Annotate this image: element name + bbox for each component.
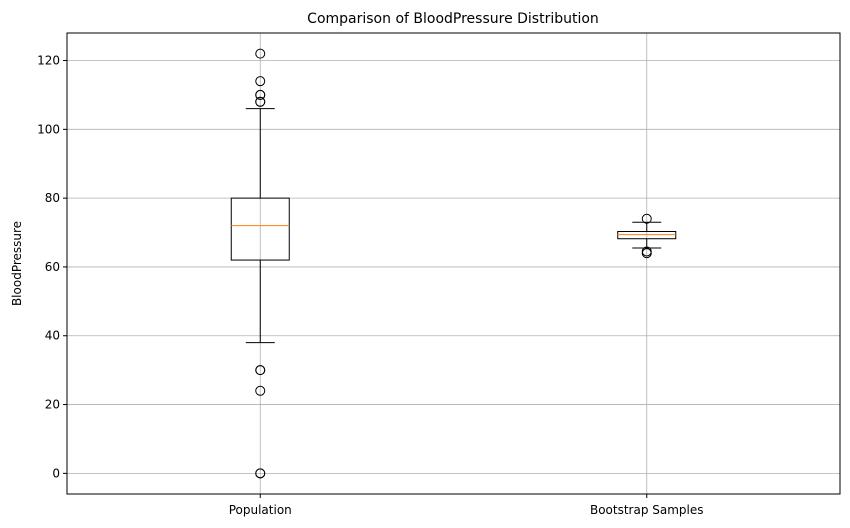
plot-frame (66, 32, 841, 495)
x-tick-label: Population (229, 503, 292, 517)
y-tick-label: 20 (45, 398, 60, 412)
outlier-point (641, 246, 652, 257)
x-tick-label: Bootstrap Samples (590, 503, 704, 517)
outlier-point (255, 468, 266, 479)
y-tick-label: 40 (45, 329, 60, 343)
outlier-point (255, 96, 266, 107)
y-tick-label: 60 (45, 260, 60, 274)
y-tick-label: 0 (52, 466, 60, 480)
box-population (230, 48, 290, 479)
box-iqr (617, 231, 677, 240)
x-axis: Population Bootstrap Samples (229, 494, 704, 517)
box-bootstrap-samples (617, 213, 677, 259)
boxes (230, 48, 677, 479)
outlier-point (255, 48, 266, 59)
y-tick-label: 100 (37, 122, 60, 136)
outlier-point (255, 365, 266, 376)
grid (67, 33, 840, 494)
chart-title: Comparison of BloodPressure Distribution (307, 11, 599, 27)
y-axis: 0 20 40 60 80 100 120 (37, 54, 67, 480)
outlier-point (255, 76, 266, 87)
y-axis-label: BloodPressure (10, 221, 24, 306)
y-tick-label: 120 (37, 54, 60, 68)
outlier-point (255, 89, 266, 100)
outlier-point (255, 385, 266, 396)
outlier-point (641, 213, 652, 224)
box-iqr (230, 197, 290, 261)
y-tick-label: 80 (45, 191, 60, 205)
